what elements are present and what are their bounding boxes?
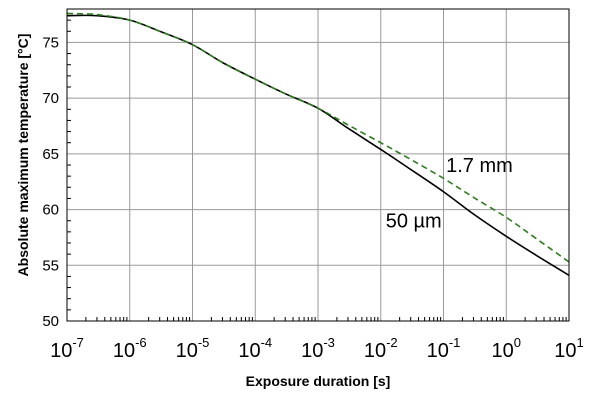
x-tick-label: 10-3	[301, 335, 335, 362]
series-annotation: 50 µm	[386, 211, 442, 233]
x-tick-label: 10-2	[364, 335, 398, 362]
plot-frame	[66, 8, 570, 322]
y-tick-label: 65	[42, 146, 59, 163]
x-tick-label: 10-5	[176, 335, 210, 362]
x-tick-label: 10-4	[238, 335, 272, 362]
x-tick-label: 10-7	[50, 335, 84, 362]
x-tick-label: 101	[554, 335, 583, 362]
series-annotation: 1.7 mm	[446, 155, 513, 177]
annotations: 1.7 mm 50 µm	[386, 155, 513, 233]
y-axis-title: Absolute maximum temperature [°C]	[15, 34, 31, 277]
x-axis-title: Exposure duration [s]	[246, 373, 391, 389]
y-tick-label: 60	[42, 202, 59, 219]
y-tick-label: 55	[42, 257, 59, 274]
y-tick-label: 70	[42, 90, 59, 107]
x-tick-label: 100	[492, 335, 521, 362]
y-tick-label: 50	[42, 313, 59, 330]
series-lines	[66, 12, 570, 276]
series-line-1-7-mm	[66, 12, 570, 263]
tick-labels: 10-7 10-6 10-5 10-4 10-3 10-2 10-1 100 101 50 55 60…	[42, 34, 583, 362]
x-tick-label: 10-1	[427, 335, 461, 362]
y-tick-label: 75	[42, 34, 59, 51]
x-tick-label: 10-6	[113, 335, 147, 362]
